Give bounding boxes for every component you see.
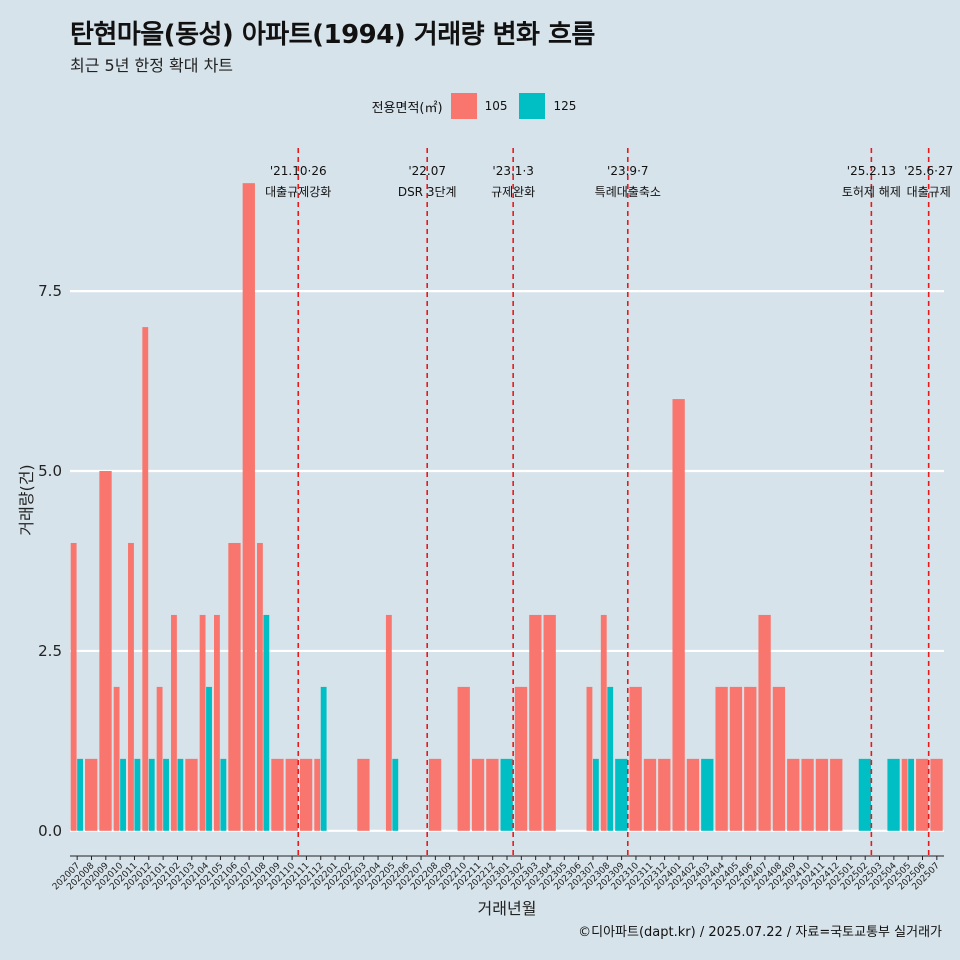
legend: 전용면적(㎡) 105 125 <box>0 93 960 119</box>
source-caption: ©디아파트(dapt.kr) / 2025.07.22 / 자료=국토교통부 실… <box>578 925 942 940</box>
bar-125-202112 <box>320 686 327 831</box>
legend-label-105: 105 <box>484 99 508 113</box>
event-date: '23.9·7 <box>607 164 648 178</box>
bar-105-202408 <box>772 686 786 831</box>
bar-105-202411 <box>815 758 829 831</box>
bar-105-202106 <box>228 542 241 831</box>
event-label: 대출규제강화 <box>265 185 331 199</box>
bar-105-202211 <box>471 758 485 831</box>
event-date: '23.1·3 <box>492 164 533 178</box>
bar-105-202402 <box>686 758 700 831</box>
bar-125-202307 <box>592 758 599 831</box>
bar-125-202504 <box>887 758 900 831</box>
bar-125-202309 <box>615 758 628 831</box>
legend-title: 전용면적(㎡) <box>371 100 443 116</box>
bar-105-202506 <box>916 758 929 831</box>
event-label: DSR 3단계 <box>398 185 457 199</box>
x-axis-title: 거래년월 <box>478 899 537 918</box>
bar-105-202303 <box>529 614 542 831</box>
bar-105-202103 <box>185 758 198 831</box>
bar-105-202205 <box>385 614 392 831</box>
legend-key-125 <box>519 93 546 119</box>
bar-125-202105 <box>220 758 227 831</box>
bar-105-202008 <box>85 758 98 831</box>
y-tick-label: 2.5 <box>38 642 62 660</box>
bar-125-202104 <box>206 686 212 831</box>
event-label: 특례대출축소 <box>595 185 661 199</box>
bar-105-202307 <box>586 686 593 831</box>
bar-105-202101 <box>156 686 163 831</box>
bar-105-202108 <box>256 542 263 831</box>
bar-105-202010 <box>113 686 120 831</box>
bar-125-202007 <box>77 758 84 831</box>
y-tick-label: 5.0 <box>38 462 62 480</box>
bar-105-202410 <box>801 758 814 831</box>
bar-105-202007 <box>70 542 77 831</box>
bar-105-202109 <box>271 758 284 831</box>
bar-105-202304 <box>543 614 556 831</box>
chart-subtitle: 최근 5년 한정 확대 차트 <box>70 56 234 75</box>
event-label: 규제완화 <box>491 185 535 199</box>
bar-105-202111 <box>299 758 313 831</box>
bar-125-202505 <box>908 758 915 831</box>
y-tick-label: 7.5 <box>38 282 62 300</box>
bar-105-202110 <box>285 758 298 831</box>
bar-105-202405 <box>729 686 743 831</box>
bar-105-202312 <box>658 758 671 831</box>
event-date: '21.10·26 <box>270 164 327 178</box>
bar-105-202406 <box>744 686 757 831</box>
bar-105-202107 <box>242 183 255 831</box>
event-date: '25.6·27 <box>904 164 953 178</box>
bar-105-202404 <box>715 686 728 831</box>
bar-105-202412 <box>830 758 843 831</box>
bar-105-202401 <box>672 399 685 831</box>
bar-105-202212 <box>486 758 499 831</box>
bar-105-202012 <box>142 327 149 831</box>
bar-125-202108 <box>263 614 270 831</box>
event-date: '22.07 <box>408 164 446 178</box>
bar-125-202403 <box>701 758 714 831</box>
bar-125-202011 <box>134 758 141 831</box>
bar-105-202308 <box>600 614 607 831</box>
event-label: 토허제 해제 <box>842 185 901 199</box>
event-date: '25.2.13 <box>847 164 896 178</box>
bar-105-202407 <box>758 614 771 831</box>
bar-105-202311 <box>643 758 657 831</box>
bar-125-202502 <box>858 758 872 831</box>
bar-105-202011 <box>128 542 134 831</box>
bar-125-202308 <box>607 686 614 831</box>
bar-105-202102 <box>171 614 177 831</box>
bar-105-202507 <box>930 758 943 831</box>
y-axis-title: 거래량(건) <box>17 464 36 535</box>
bar-105-202203 <box>357 758 370 831</box>
bar-105-202210 <box>457 686 470 831</box>
bar-105-202208 <box>428 758 442 831</box>
y-tick-label: 0.0 <box>38 822 62 840</box>
bar-105-202310 <box>629 686 642 831</box>
bar-105-202409 <box>787 758 800 831</box>
bar-105-202112 <box>314 758 321 831</box>
chart-title: 탄현마을(동성) 아파트(1994) 거래량 변화 흐름 <box>70 20 595 50</box>
bar-105-202302 <box>514 686 528 831</box>
bar-125-202301 <box>500 758 513 831</box>
bar-125-202012 <box>148 758 155 831</box>
bar-105-202009 <box>99 471 112 831</box>
event-label: 대출규제 <box>907 185 951 199</box>
bar-125-202010 <box>120 758 126 831</box>
bar-125-202101 <box>163 758 169 831</box>
bar-105-202105 <box>213 614 220 831</box>
legend-label-125: 125 <box>553 99 577 113</box>
bar-105-202505 <box>901 758 908 831</box>
bar-105-202104 <box>199 614 206 831</box>
legend-key-105 <box>450 93 477 119</box>
bar-125-202205 <box>392 758 399 831</box>
bar-125-202102 <box>177 758 184 831</box>
